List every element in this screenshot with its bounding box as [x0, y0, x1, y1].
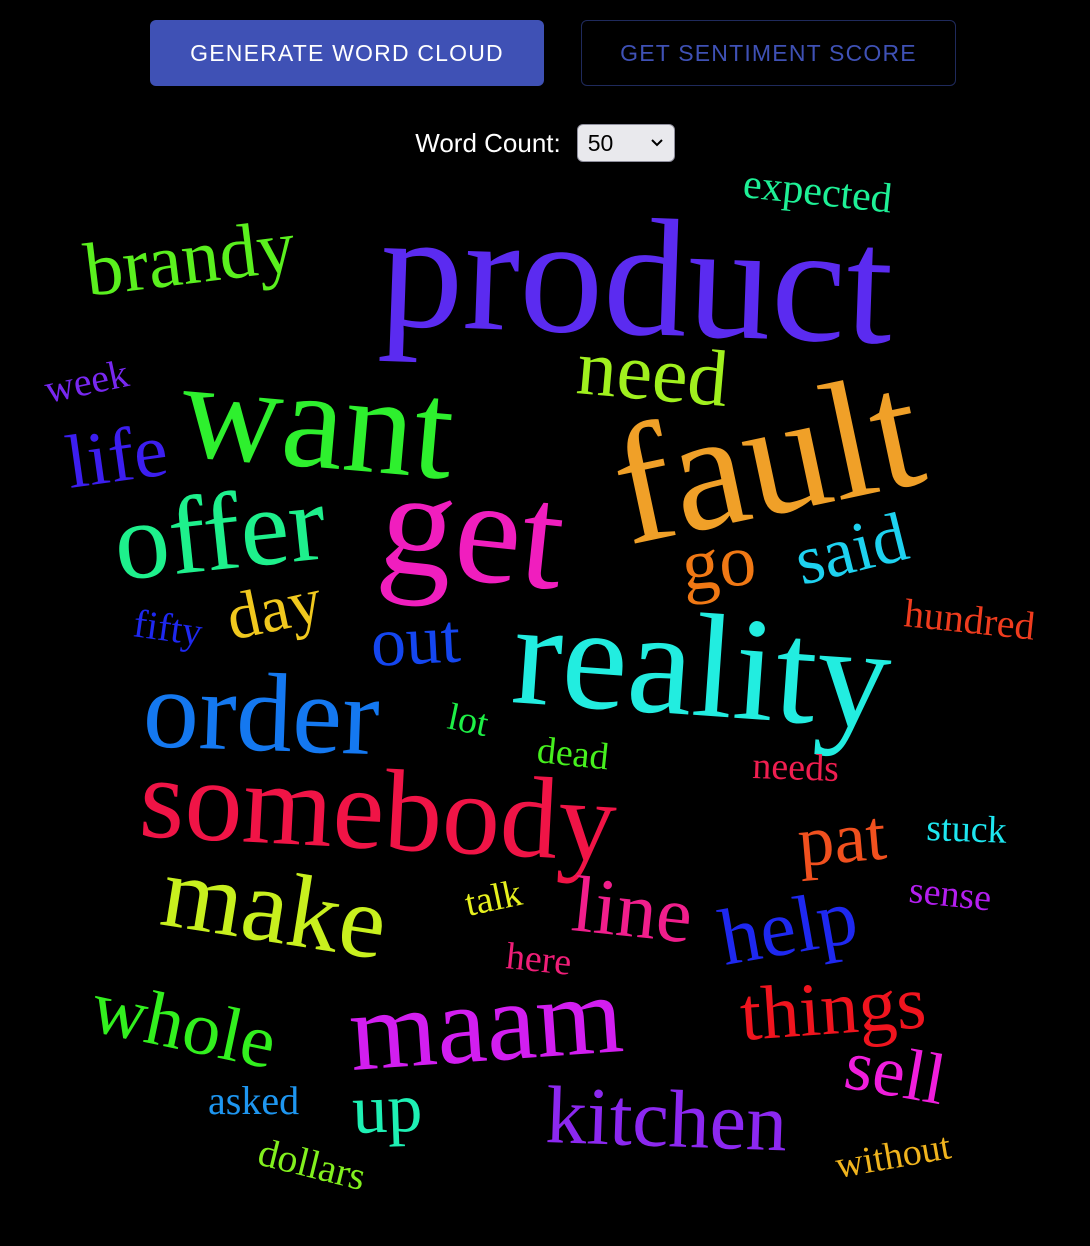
- word-kitchen: kitchen: [544, 1069, 788, 1168]
- word-maam: maam: [345, 952, 627, 1095]
- word-product: product: [377, 176, 896, 380]
- word-lot: lot: [444, 696, 492, 746]
- word-week: week: [41, 350, 133, 412]
- word-get: get: [373, 438, 573, 622]
- word-asked: asked: [208, 1078, 299, 1123]
- word-talk: talk: [461, 872, 525, 925]
- word-things: things: [737, 960, 928, 1057]
- word-stuck: stuck: [926, 807, 1008, 852]
- word-count-select[interactable]: 50: [576, 124, 675, 162]
- word-sense: sense: [907, 869, 993, 919]
- word-hundred: hundred: [902, 590, 1037, 648]
- word-go: go: [678, 519, 759, 607]
- word-needs: needs: [752, 745, 840, 790]
- word-up: up: [351, 1070, 424, 1149]
- word-count-label: Word Count:: [415, 127, 561, 158]
- word-line: line: [568, 860, 697, 960]
- chevron-down-icon: [651, 139, 663, 147]
- word-order: order: [141, 647, 381, 779]
- get-sentiment-score-button[interactable]: GET SENTIMENT SCORE: [581, 20, 956, 86]
- word-here: here: [504, 935, 573, 984]
- word-count-value: 50: [587, 129, 614, 156]
- word-offer: offer: [108, 460, 331, 603]
- word-whole: whole: [84, 964, 283, 1085]
- word-life: life: [61, 408, 173, 505]
- word-need: need: [573, 323, 731, 424]
- word-brandy: brandy: [80, 204, 300, 313]
- word-sell: sell: [839, 1024, 951, 1120]
- word-somebody: somebody: [137, 734, 620, 887]
- word-reality: reality: [508, 571, 897, 761]
- word-fifty: fifty: [131, 600, 205, 654]
- word-pat: pat: [794, 795, 889, 882]
- generate-word-cloud-button[interactable]: GENERATE WORD CLOUD: [150, 20, 544, 86]
- word-want: want: [175, 331, 460, 509]
- word-dead: dead: [535, 729, 611, 778]
- word-without: without: [832, 1125, 954, 1187]
- word-count-control: Word Count: 50: [0, 122, 1090, 164]
- word-out: out: [369, 600, 463, 682]
